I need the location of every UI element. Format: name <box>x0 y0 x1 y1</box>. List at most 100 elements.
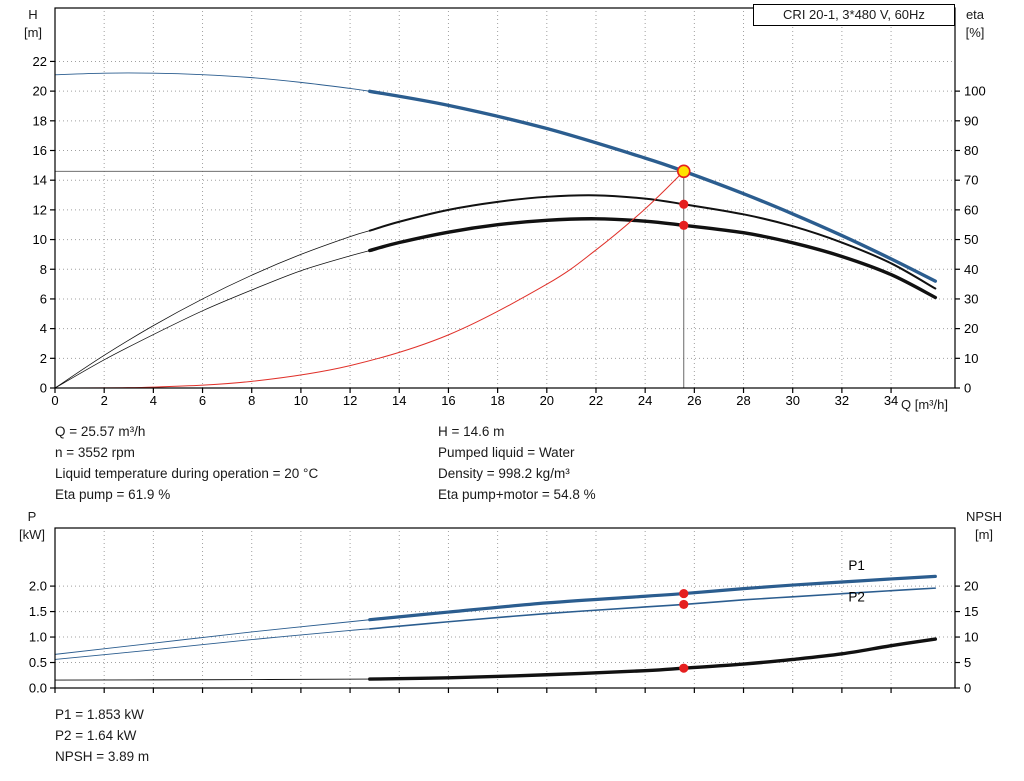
info-density: Density = 998.2 kg/m³ <box>438 466 570 481</box>
npsh-axis-title: NPSH [m] <box>956 508 1012 544</box>
x-axis-tick-label: 10 <box>294 393 308 408</box>
right-axis-tick-label: 100 <box>964 84 986 99</box>
right-axis-tick-label: 0 <box>964 681 971 696</box>
x-axis-tick-label: 26 <box>687 393 701 408</box>
p-axis-title-line1: P <box>27 509 37 524</box>
x-axis-tick-label: 16 <box>441 393 455 408</box>
npsh-curve-extension <box>54 678 370 681</box>
info-npsh: NPSH = 3.89 m <box>55 749 150 764</box>
x-axis-tick-label: 34 <box>884 393 898 408</box>
npsh-axis-title-line1: NPSH <box>965 509 1003 524</box>
left-axis-tick-label: 12 <box>33 202 47 217</box>
right-axis-tick-label: 15 <box>964 604 978 619</box>
info-p1: P1 = 1.853 kW <box>55 707 144 722</box>
left-axis-tick-label: 6 <box>40 291 47 306</box>
left-axis-tick-label: 10 <box>33 232 47 247</box>
info-head: H = 14.6 m <box>438 424 505 439</box>
h-axis-title-line1: H <box>28 7 38 22</box>
x-axis-tick-label: 6 <box>199 393 206 408</box>
left-axis-tick-label: 2 <box>40 351 47 366</box>
right-axis-tick-label: 5 <box>964 655 971 670</box>
left-axis-tick-label: 4 <box>40 321 47 336</box>
h-axis-title: H [m] <box>14 6 52 42</box>
left-axis-tick-label: 0.5 <box>29 655 47 670</box>
info-eta-pump: Eta pump = 61.9 % <box>55 487 171 502</box>
p1-curve <box>368 574 937 622</box>
right-axis-tick-label: 90 <box>964 113 978 128</box>
left-axis-tick-label: 20 <box>33 84 47 99</box>
left-axis-tick-label: 2.0 <box>29 579 47 594</box>
info-eta-pump-motor: Eta pump+motor = 54.8 % <box>438 487 596 502</box>
right-axis-tick-label: 10 <box>964 630 978 645</box>
left-axis-tick-label: 18 <box>33 113 47 128</box>
right-axis-tick-label: 0 <box>964 381 971 396</box>
right-axis-tick-label: 80 <box>964 143 978 158</box>
eta-axis-title-line1: eta <box>965 7 985 22</box>
top-info-right-column: H = 14.6 m Pumped liquid = Water Density… <box>438 421 596 505</box>
p2-curve-extension <box>54 628 370 660</box>
x-axis-tick-label: 8 <box>248 393 255 408</box>
top-info-left-column: Q = 25.57 m³/h n = 3552 rpm Liquid tempe… <box>55 421 318 505</box>
right-axis-tick-label: 70 <box>964 173 978 188</box>
p1-curve-extension <box>54 619 370 655</box>
plot-frame <box>54 527 956 689</box>
curve-value-dot <box>679 599 689 610</box>
right-axis-tick-label: 20 <box>964 321 978 336</box>
hq-eta-chart[interactable]: 0246810121416182022010203040506070809010… <box>0 0 1024 420</box>
right-axis-tick-label: 10 <box>964 351 978 366</box>
right-axis-tick-label: 20 <box>964 579 978 594</box>
x-axis-tick-label: 24 <box>638 393 652 408</box>
bottom-info-column: P1 = 1.853 kW P2 = 1.64 kW NPSH = 3.89 m <box>55 704 149 767</box>
x-axis-tick-label: 2 <box>101 393 108 408</box>
x-axis-tick-label: 22 <box>589 393 603 408</box>
p2-curve <box>368 587 937 630</box>
x-axis-tick-label: 28 <box>736 393 750 408</box>
left-axis-tick-label: 8 <box>40 262 47 277</box>
left-axis-tick-label: 22 <box>33 54 47 69</box>
eta-pump-curve-extension <box>54 230 370 389</box>
x-axis-tick-label: 12 <box>343 393 357 408</box>
left-axis-tick-label: 1.5 <box>29 604 47 619</box>
info-pumped-liquid: Pumped liquid = Water <box>438 445 575 460</box>
left-axis-tick-label: 16 <box>33 143 47 158</box>
x-axis-tick-label: 0 <box>51 393 58 408</box>
duty-point-marker[interactable] <box>676 164 691 179</box>
x-axis-tick-label: 4 <box>150 393 157 408</box>
power-npsh-chart[interactable]: 0.0 0.5 1.0 1.5 2.0 0 5 10 15 20 P1 P2 <box>0 510 1024 740</box>
left-axis-tick-label: 0 <box>40 381 47 396</box>
curve-value-dot <box>679 220 689 230</box>
eta-pump-motor-curve-extension <box>54 250 370 389</box>
eta-axis-title-line2: [%] <box>965 25 985 40</box>
q-axis-title: Q [m³/h] <box>901 397 948 412</box>
head-curve-extension <box>54 72 370 92</box>
left-axis-tick-label: 1.0 <box>29 630 47 645</box>
left-axis-tick-label: 14 <box>33 173 47 188</box>
curve-label-p1: P1 <box>848 558 865 573</box>
eta-axis-title: eta [%] <box>954 6 996 42</box>
left-axis-tick-label: 0.0 <box>29 681 47 696</box>
curve-value-dot <box>679 199 689 209</box>
info-p2: P2 = 1.64 kW <box>55 728 137 743</box>
plot-frame <box>54 7 956 389</box>
info-speed: n = 3552 rpm <box>55 445 135 460</box>
p-axis-title-line2: [kW] <box>19 527 45 542</box>
curve-value-dot <box>679 588 689 599</box>
head-curve <box>368 89 938 283</box>
x-axis-tick-label: 32 <box>835 393 849 408</box>
right-axis-tick-label: 30 <box>964 291 978 306</box>
npsh-axis-title-line2: [m] <box>974 527 994 542</box>
h-axis-title-line2: [m] <box>23 25 43 40</box>
eta-pump-motor-curve <box>368 217 938 300</box>
eta-pump-curve <box>368 194 937 290</box>
x-axis-tick-label: 30 <box>785 393 799 408</box>
x-axis-tick-label: 14 <box>392 393 406 408</box>
system-curve <box>54 170 685 389</box>
info-liquid-temperature: Liquid temperature during operation = 20… <box>55 466 319 481</box>
right-axis-tick-label: 50 <box>964 232 978 247</box>
x-axis-tick-label: 18 <box>490 393 504 408</box>
pump-title-box: CRI 20-1, 3*480 V, 60Hz <box>753 4 955 26</box>
right-axis-tick-label: 40 <box>964 262 978 277</box>
npsh-curve <box>368 637 938 681</box>
curve-value-dot <box>679 663 689 673</box>
